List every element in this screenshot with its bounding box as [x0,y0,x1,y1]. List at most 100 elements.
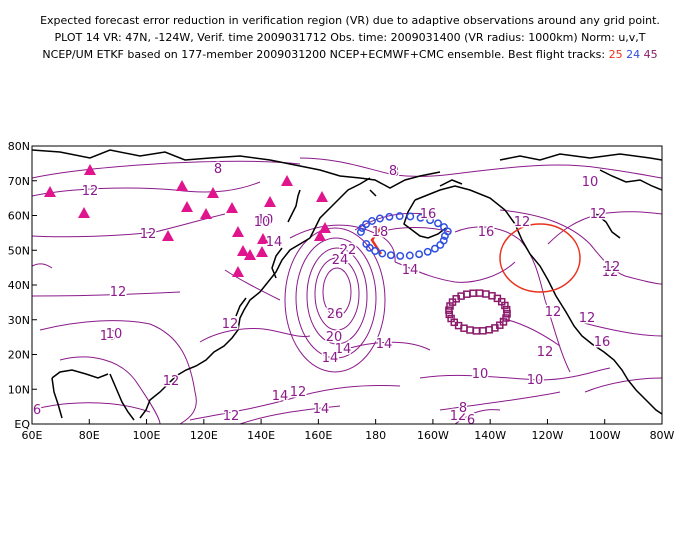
contour-label: 10 [527,373,544,388]
contour-line [284,227,386,373]
coastline [439,179,463,187]
contour-label: 12 [223,409,240,424]
longitude-label: 160E [304,429,332,442]
contour-line [419,367,611,381]
flight-track-24-point [430,244,439,253]
contour-line [322,267,352,317]
contour-label: 14 [335,342,352,357]
contour-label: 24 [332,253,349,268]
contour-line [499,317,561,347]
flight-track-24-point [395,212,404,221]
flight-track-45-point [503,310,511,318]
verification-region-circle [499,223,581,293]
contour-line [224,269,281,301]
contour-line [199,328,311,343]
contour-label: 14 [402,263,419,278]
contour-label: 12 [590,207,607,222]
contour-label: 12 [514,215,531,230]
coastline [369,189,377,197]
contour-line [295,237,377,359]
observation-sites [44,164,331,277]
flight-track-24-point [378,249,387,258]
flight-track-24-point [368,217,376,225]
observation-site-triangle [207,187,219,198]
contour-label: 16 [478,225,495,240]
coastline [599,169,662,191]
contour-line [584,377,662,393]
flight-track-24-point [436,240,445,249]
contour-line [439,391,561,411]
flight-track-45-point [466,326,474,334]
contour-line [32,291,181,297]
flight-track-45-point [501,301,509,310]
flight-track-24-point [443,227,452,236]
contour-line [499,209,662,285]
contour-label: 22 [340,243,357,258]
observation-site-triangle [319,222,331,233]
flight-track-24-point [405,251,414,260]
flight-track-45-point [502,305,511,314]
contour-label: 10 [472,367,489,382]
longitude-label: 160W [417,429,449,442]
contour-line [59,356,161,424]
flight-track-24-point [375,214,384,223]
observation-site-triangle [257,233,269,244]
contour-label: 16 [594,335,611,350]
observation-site-triangle [84,164,96,175]
track-45-label: 45 [643,48,658,61]
longitude-label: 140W [474,429,506,442]
flight-track-45-point [447,314,455,323]
contour-line [32,263,53,269]
flight-track-24-point [416,213,425,222]
observation-site-triangle [44,186,56,197]
coastline [51,369,109,379]
contour-line [32,402,151,413]
coastline [414,185,662,415]
contour-label: 8 [391,165,399,180]
contour-label: 12 [110,285,127,300]
observation-site-triangle [78,207,90,218]
observation-site-triangle [162,230,174,241]
contour-label: 8 [389,164,397,179]
coastline [595,213,621,239]
longitude-label: 80E [79,429,100,442]
header-line-3-text: NCEP/UM ETKF based on 177-member 2009031… [42,48,606,61]
contour-label: 18 [372,225,389,240]
flight-track-24-point [415,250,424,259]
observation-site-triangle [316,191,328,202]
contour-line [189,384,401,421]
observation-site-triangle [226,202,238,213]
observation-site-triangle [232,266,244,277]
flight-track-24-point [406,212,415,221]
flight-track-45-point [445,306,453,314]
observation-site-triangle [281,175,293,186]
observation-site-triangle [314,230,326,241]
coastline [32,149,441,189]
longitude-label: 80W [650,429,675,442]
longitude-label: 140E [247,429,275,442]
flight-track-24-point [385,212,394,221]
map-frame [31,145,663,425]
coastlines [32,149,662,421]
coastline [287,189,301,223]
flight-track-45-point [472,327,481,335]
track-25-label: 25 [608,48,623,61]
contour-label: 12 [450,409,467,424]
header-line-3: NCEP/UM ETKF based on 177-member 2009031… [0,46,700,63]
coastline [51,377,63,419]
contour-label: 12 [163,374,180,389]
contour-label: 14 [266,235,283,250]
coastline [499,153,662,161]
observation-site-triangle [232,226,244,237]
flight-track-24-point [440,223,448,232]
contour-line [394,261,516,283]
flight-track-24-point [426,216,435,225]
latitude-label: 80N [8,140,30,153]
flight-track-45-point [445,310,454,319]
observation-site-triangle [256,246,268,257]
contour-label: 20 [326,330,343,345]
flight-track-24-point [423,247,432,256]
contour-line [239,405,341,424]
contour-label: 6 [33,403,41,418]
